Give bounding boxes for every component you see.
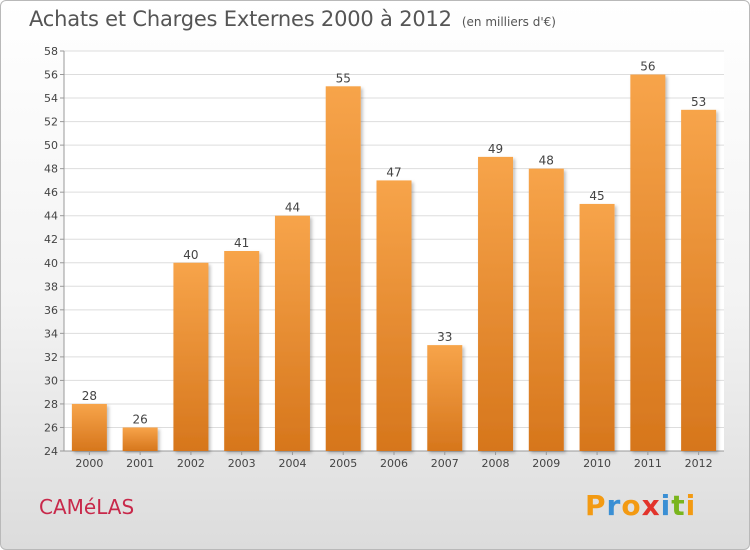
x-tick-label-2003: 2003 [228,457,256,470]
data-label-2011: 56 [640,60,655,74]
logo-letter: i [685,489,697,522]
bar-2010 [579,203,615,451]
x-tick-label-2002: 2002 [177,457,205,470]
bar-2000 [71,403,107,451]
y-tick-label: 30 [44,374,58,387]
x-tick-label-2011: 2011 [634,457,662,470]
y-tick-label: 56 [44,69,58,82]
commune-name: CAMéLAS [39,495,135,519]
x-tick-label-2001: 2001 [126,457,154,470]
x-tick-label-2012: 2012 [685,457,713,470]
y-tick-label: 50 [44,139,58,152]
chart-subtitle: (en milliers d'€) [461,15,556,29]
x-tick-label-2008: 2008 [482,457,510,470]
y-tick-label: 32 [44,351,58,364]
y-tick-label: 40 [44,257,58,270]
x-tick-label-2000: 2000 [75,457,103,470]
bar-2003 [224,251,260,451]
y-tick-label: 36 [44,304,58,317]
x-tick-label-2007: 2007 [431,457,459,470]
y-tick-label: 24 [44,445,58,458]
y-tick-label: 52 [44,116,58,129]
bar-2007 [427,345,463,451]
y-tick-label: 28 [44,398,58,411]
y-tick-label: 46 [44,186,58,199]
x-tick-label-2005: 2005 [329,457,357,470]
y-tick-label: 58 [44,45,58,58]
logo-letter: P [585,489,607,522]
bar-2012 [681,109,717,451]
chart-title-text: Achats et Charges Externes 2000 à 2012 [29,7,452,31]
y-tick-label: 54 [44,92,58,105]
logo-letter: o [621,489,642,522]
data-label-2008: 49 [488,142,503,156]
x-tick-label-2004: 2004 [278,457,306,470]
x-tick-label-2009: 2009 [532,457,560,470]
bar-2006 [376,180,412,452]
data-label-2004: 44 [285,201,300,215]
data-label-2010: 45 [589,189,604,203]
proxiti-logo[interactable]: Proxiti [585,489,696,522]
x-tick-label-2010: 2010 [583,457,611,470]
y-tick-label: 44 [44,210,58,223]
data-label-2002: 40 [183,248,198,262]
y-tick-label: 38 [44,280,58,293]
bar-2004 [274,215,310,451]
x-tick-label-2006: 2006 [380,457,408,470]
data-label-2000: 28 [82,389,97,403]
data-label-2006: 47 [386,165,401,179]
bar-2002 [173,262,209,451]
chart-title: Achats et Charges Externes 2000 à 2012 (e… [29,7,556,31]
data-label-2005: 55 [336,71,351,85]
logo-letter: i [660,489,672,522]
y-tick-label: 42 [44,233,58,246]
bar-2008 [478,156,514,451]
bar-2005 [325,86,361,451]
y-tick-label: 34 [44,327,58,340]
data-label-2003: 41 [234,236,249,250]
logo-letter: r [606,489,622,522]
bar-2011 [630,74,666,451]
logo-letter: t [671,489,686,522]
data-label-2001: 26 [133,412,148,426]
bar-2009 [528,168,564,451]
logo-letter: x [641,489,661,522]
y-tick-label: 26 [44,421,58,434]
data-label-2012: 53 [691,95,706,109]
y-tick-label: 48 [44,163,58,176]
bar-2001 [122,427,158,451]
data-label-2007: 33 [437,330,452,344]
data-label-2009: 48 [539,154,554,168]
